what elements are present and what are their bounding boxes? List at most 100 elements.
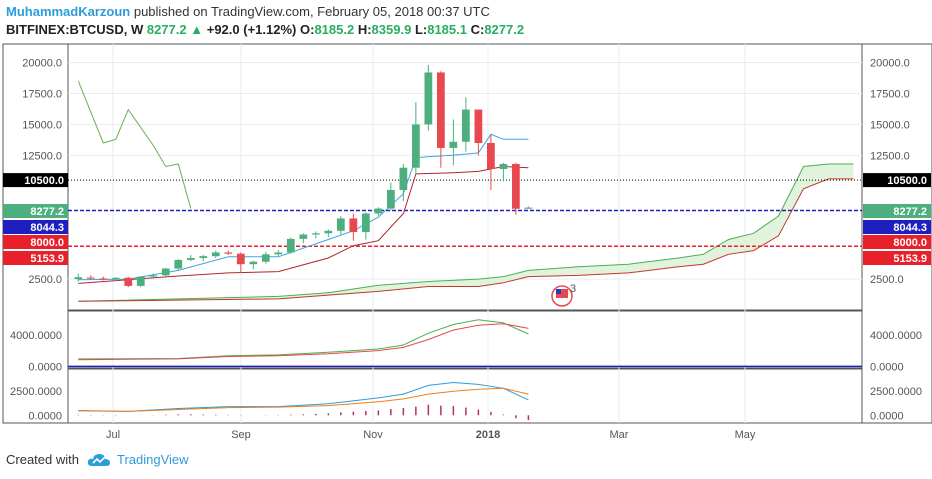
candle (424, 65, 433, 131)
panel-frame (67, 43, 863, 311)
indicator1-fast-line (78, 319, 529, 360)
y-tick-right: 17500.0 (870, 88, 910, 100)
candle-body (411, 124, 420, 168)
candle (487, 134, 495, 190)
price-badge-label: 10500.0 (887, 175, 927, 187)
candle (149, 273, 158, 278)
y-tick-left: 0.0000 (28, 361, 62, 373)
high-value: 8359.9 (371, 22, 412, 37)
candle-body (449, 141, 458, 148)
y-tick-right: 12500.0 (870, 150, 910, 162)
y-tick-left: 2500.0000 (10, 386, 62, 398)
candle-body (274, 252, 283, 255)
candle-body (224, 252, 233, 254)
candle-body (174, 259, 183, 269)
price-badge-label: 8277.2 (30, 206, 64, 218)
ichimoku-cloud (78, 164, 854, 302)
candle-body (311, 233, 320, 235)
panel-frame (67, 368, 863, 424)
price-badge-label: 5153.9 (30, 253, 64, 265)
price-badge (863, 173, 931, 188)
candle (349, 213, 358, 241)
flag-count: 3 (570, 283, 576, 295)
price-badge-label: 8044.3 (893, 222, 927, 234)
created-with-text: Created with (6, 452, 79, 467)
price-badge-label: 8044.3 (30, 222, 64, 234)
candle (524, 206, 533, 209)
high-label: H: (357, 22, 372, 37)
indicator1-slow-line (78, 323, 529, 361)
candle (224, 250, 233, 255)
candle-body (236, 253, 245, 265)
candle (99, 276, 108, 281)
low-label: L: (414, 22, 428, 37)
candle-body (136, 276, 145, 286)
candle-body (99, 278, 108, 280)
price-badge (863, 220, 931, 234)
candle-body (111, 277, 120, 280)
candle-body (336, 218, 345, 231)
y-tick-right: 0.0000 (870, 410, 904, 422)
candle-body (299, 234, 308, 239)
y-tick-right: 0.0000 (870, 361, 904, 373)
x-tick-label: Jul (106, 429, 120, 441)
candle-body (161, 268, 170, 276)
candle-body (74, 277, 83, 280)
candle-body (399, 167, 408, 190)
signal-line (78, 387, 529, 412)
senkou-b-line (78, 178, 854, 302)
x-tick-label: Nov (363, 429, 383, 441)
candle (474, 109, 483, 156)
candle-body (386, 189, 395, 209)
price-badge (3, 220, 68, 234)
x-tick-label: 2018 (476, 429, 500, 441)
y-tick-right: 4000.0000 (870, 330, 922, 342)
price-badge (3, 204, 68, 218)
chart-header: MuhammadKarzoun published on TradingView… (6, 2, 926, 39)
candle (361, 212, 370, 240)
footer: Created with TradingView (6, 452, 189, 467)
y-tick-left: 0.0000 (28, 410, 62, 422)
tradingview-brand[interactable]: TradingView (87, 452, 189, 467)
candle-body (261, 254, 270, 262)
y-tick-left: 2500.0 (28, 274, 62, 286)
chikou-line (77, 80, 192, 209)
right-axis-frame (861, 43, 932, 424)
candle (436, 71, 445, 168)
price-badge (3, 235, 68, 249)
panel-frame (67, 310, 863, 369)
senkou-a-line (78, 163, 854, 302)
open-value: 8185.2 (314, 22, 355, 37)
x-tick-label: Mar (610, 429, 629, 441)
candle-body (499, 164, 508, 169)
candle (411, 102, 420, 174)
candle-body (361, 213, 370, 233)
candle-body (424, 72, 433, 125)
candle (261, 251, 270, 264)
author-link[interactable]: MuhammadKarzoun (6, 4, 131, 19)
candle-body (199, 256, 208, 259)
flag-canton (556, 289, 561, 294)
candle (174, 259, 183, 271)
price-badge (3, 251, 68, 265)
candle-body (86, 277, 95, 279)
candle (499, 162, 508, 182)
candle (311, 231, 320, 239)
candle-body (249, 261, 258, 265)
x-tick-label: Sep (231, 429, 251, 441)
candle-body (286, 238, 295, 253)
flag-body (556, 289, 568, 298)
candle-body (374, 208, 383, 214)
y-tick-left: 17500.0 (22, 88, 62, 100)
price-badge-label: 8000.0 (30, 237, 64, 249)
candle (449, 119, 458, 166)
brand-text: TradingView (116, 452, 189, 467)
candle-body (474, 109, 483, 143)
candle-body (436, 72, 445, 148)
cloud-icon (87, 453, 110, 466)
candle (161, 267, 170, 277)
price-badge (863, 235, 931, 249)
chart-frame (2, 43, 932, 424)
price-badge-label: 8277.2 (893, 206, 927, 218)
